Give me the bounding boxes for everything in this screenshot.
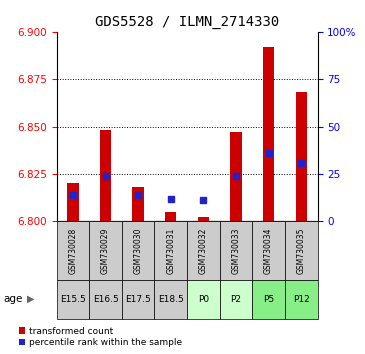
Text: GSM730029: GSM730029 <box>101 227 110 274</box>
Bar <box>230 132 242 221</box>
Text: ▶: ▶ <box>27 294 34 304</box>
Text: E16.5: E16.5 <box>93 295 118 304</box>
Text: GSM730031: GSM730031 <box>166 227 175 274</box>
Bar <box>132 187 144 221</box>
Bar <box>263 47 274 221</box>
Bar <box>220 280 252 319</box>
Text: P2: P2 <box>230 295 242 304</box>
Bar <box>198 217 209 221</box>
Bar <box>122 221 154 280</box>
Text: age: age <box>4 294 23 304</box>
Bar <box>100 130 111 221</box>
Bar <box>285 221 318 280</box>
Text: GSM730034: GSM730034 <box>264 227 273 274</box>
Bar <box>67 183 78 221</box>
Text: GSM730032: GSM730032 <box>199 227 208 274</box>
Text: P0: P0 <box>198 295 209 304</box>
Bar <box>252 280 285 319</box>
Bar <box>122 280 154 319</box>
Bar <box>57 280 89 319</box>
Text: P12: P12 <box>293 295 310 304</box>
Text: P5: P5 <box>263 295 274 304</box>
Text: GSM730030: GSM730030 <box>134 227 143 274</box>
Text: E18.5: E18.5 <box>158 295 184 304</box>
Bar <box>187 280 220 319</box>
Bar <box>89 221 122 280</box>
Bar <box>187 221 220 280</box>
Bar <box>252 221 285 280</box>
Text: GSM730033: GSM730033 <box>231 227 241 274</box>
Bar <box>154 280 187 319</box>
Bar <box>165 212 176 221</box>
Title: GDS5528 / ILMN_2714330: GDS5528 / ILMN_2714330 <box>95 16 279 29</box>
Bar <box>285 280 318 319</box>
Bar <box>154 221 187 280</box>
Text: GSM730028: GSM730028 <box>68 227 77 274</box>
Text: GSM730035: GSM730035 <box>297 227 306 274</box>
Bar <box>57 221 89 280</box>
Bar <box>296 92 307 221</box>
Legend: transformed count, percentile rank within the sample: transformed count, percentile rank withi… <box>19 327 182 347</box>
Text: E17.5: E17.5 <box>125 295 151 304</box>
Text: E15.5: E15.5 <box>60 295 86 304</box>
Bar <box>89 280 122 319</box>
Bar <box>220 221 252 280</box>
